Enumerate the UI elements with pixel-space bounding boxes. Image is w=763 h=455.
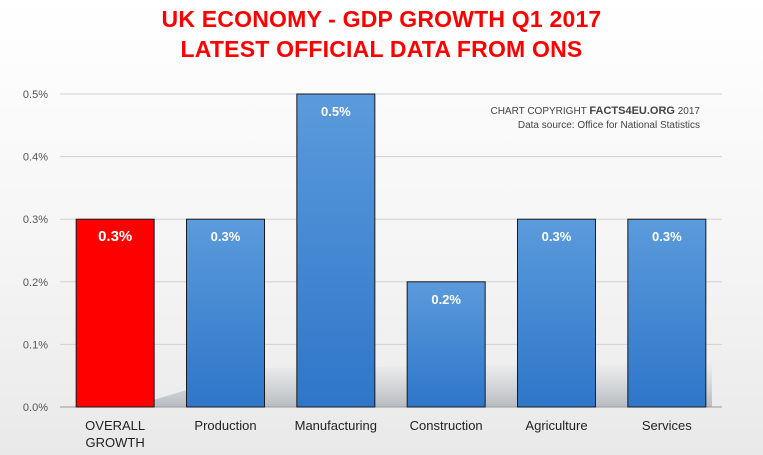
chart-title: UK ECONOMY - GDP GROWTH Q1 2017 LATEST O… (0, 4, 763, 64)
copyright-year: 2017 (678, 106, 701, 117)
category-label: Services (642, 418, 692, 433)
y-tick-label: 0.5% (23, 89, 48, 101)
bar (627, 218, 707, 408)
value-label: 0.3% (211, 229, 241, 244)
y-tick-label: 0.0% (23, 402, 48, 414)
category-labels: OVERALL GROWTH Production Manufacturing Cons… (85, 418, 692, 450)
copyright-brand: FACTS4EU.ORG (589, 105, 675, 117)
value-labels: 0.3% 0.3% 0.5% 0.2% 0.3% 0.3% (98, 104, 682, 307)
y-tick-label: 0.4% (23, 152, 48, 164)
value-label: 0.2% (431, 292, 461, 307)
data-source-line: Data source: Office for National Statist… (518, 120, 700, 131)
copyright-prefix: CHART COPYRIGHT (490, 106, 586, 117)
category-label: Production (194, 418, 256, 433)
category-label: Agriculture (525, 418, 587, 433)
bar (296, 93, 376, 408)
y-tick-label: 0.3% (23, 214, 48, 226)
chart-title-line1: UK ECONOMY - GDP GROWTH Q1 2017 (161, 6, 602, 32)
category-label: Construction (410, 418, 483, 433)
bar (517, 218, 596, 408)
value-label: 0.3% (98, 228, 132, 245)
bar-highlighted (75, 218, 155, 408)
bar (406, 281, 486, 408)
value-label: 0.5% (321, 104, 351, 119)
category-label: Manufacturing (295, 418, 377, 433)
chart-title-line2: LATEST OFFICIAL DATA FROM ONS (180, 36, 583, 62)
copyright-line: CHART COPYRIGHT FACTS4EU.ORG 2017 (490, 105, 700, 117)
gridlines (60, 93, 722, 408)
bar (186, 218, 265, 408)
category-label: OVERALL GROWTH (85, 418, 145, 450)
value-label: 0.3% (652, 229, 682, 244)
y-axis-ticks: 0.0% 0.1% 0.2% 0.3% 0.4% 0.5% (23, 89, 48, 414)
y-tick-label: 0.2% (23, 277, 48, 289)
y-tick-label: 0.1% (23, 339, 48, 351)
value-label: 0.3% (542, 229, 572, 244)
bars (75, 93, 707, 408)
